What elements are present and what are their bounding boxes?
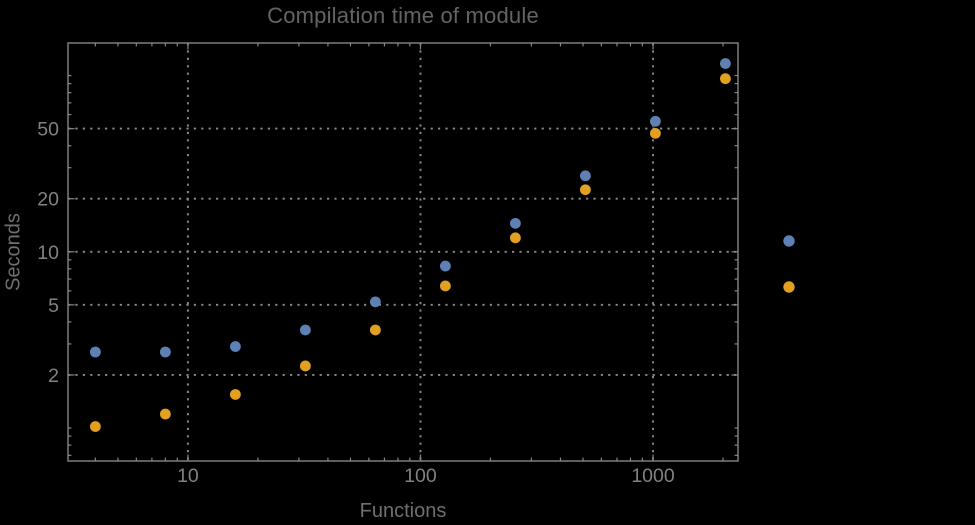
x-tick-label: 100 <box>404 465 437 487</box>
x-tick-label: 10 <box>177 465 199 487</box>
data-point-series-1-blue-x64 <box>369 296 381 308</box>
y-tick-label: 20 <box>37 189 59 211</box>
data-point-series-2-orange-x64 <box>369 324 381 336</box>
data-point-series-2-orange-x16 <box>229 389 241 400</box>
data-point-series-1-blue-x32 <box>299 324 311 336</box>
data-point-series-2-orange-x512 <box>580 184 591 196</box>
legend-marker-series-1-blue <box>783 235 795 247</box>
data-point-series-1-blue-x512 <box>580 170 591 182</box>
data-point-series-1-blue-x4 <box>89 346 101 358</box>
data-point-series-2-orange-x1024 <box>650 127 661 139</box>
data-point-series-2-orange-x256 <box>509 232 521 244</box>
y-tick-label: 10 <box>37 242 59 264</box>
data-point-series-2-orange-x128 <box>439 280 451 292</box>
data-point-series-2-orange-x32 <box>299 360 311 372</box>
data-point-series-2-orange-x2048 <box>720 73 731 85</box>
x-tick-label: 1000 <box>631 465 675 487</box>
data-point-series-1-blue-x256 <box>509 217 521 229</box>
data-point-series-1-blue-x128 <box>439 260 451 272</box>
data-point-series-1-blue-x8 <box>159 346 171 358</box>
y-tick-label: 5 <box>48 295 59 317</box>
y-tick-label: 50 <box>37 119 59 141</box>
chart-title: Compilation time of module <box>267 3 539 28</box>
y-tick-label: 2 <box>48 365 59 387</box>
data-point-series-2-orange-x4 <box>89 421 101 432</box>
data-point-series-1-blue-x16 <box>229 341 241 352</box>
x-axis-title: Functions <box>359 500 447 522</box>
data-point-series-1-blue-x1024 <box>650 115 661 127</box>
legend-marker-series-2-orange <box>783 281 795 293</box>
data-point-series-1-blue-x2048 <box>720 58 731 69</box>
data-point-series-2-orange-x8 <box>159 408 171 420</box>
